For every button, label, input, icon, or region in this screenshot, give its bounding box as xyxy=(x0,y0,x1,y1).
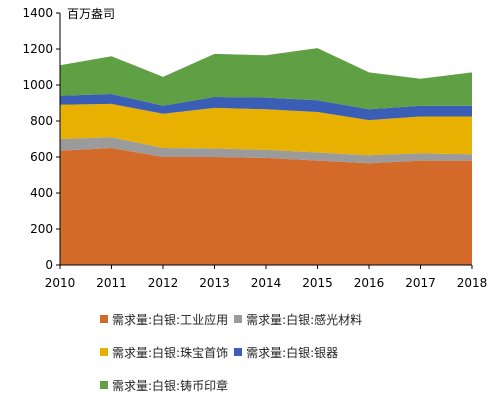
plot-area xyxy=(60,48,472,265)
x-tick-label: 2011 xyxy=(96,276,127,290)
area-series-3 xyxy=(60,94,472,121)
area-series-2 xyxy=(60,103,472,156)
legend-label-coins: 需求量:白银:铸币印章 xyxy=(112,378,229,393)
y-tick-label: 1000 xyxy=(22,78,53,92)
legend-label-photographic: 需求量:白银:感光材料 xyxy=(246,312,363,327)
legend-item-photographic: 需求量:白银:感光材料 xyxy=(234,311,362,328)
y-tick-label: 600 xyxy=(30,150,53,164)
legend-swatch-industrial xyxy=(100,315,108,323)
legend-swatch-silverware xyxy=(234,348,243,356)
x-tick-label: 2010 xyxy=(45,276,76,290)
legend-row: 需求量:白银:工业应用 需求量:白银:感光材料 xyxy=(100,308,490,330)
legend-swatch-photographic xyxy=(234,315,243,323)
legend-item-industrial: 需求量:白银:工业应用 xyxy=(100,311,228,328)
y-tick-label: 1200 xyxy=(22,42,53,56)
x-tick-label: 2018 xyxy=(457,276,488,290)
legend-item-jewelry: 需求量:白银:珠宝首饰 xyxy=(100,344,228,361)
x-tick-label: 2016 xyxy=(354,276,385,290)
legend-label-silverware: 需求量:白银:银器 xyxy=(246,345,339,360)
area-chart-svg: 0 200 400 600 800 1000 1200 1400 2010 2011 2012 201… xyxy=(22,6,487,290)
x-tick-label: 2017 xyxy=(405,276,436,290)
area-series-4 xyxy=(60,48,472,110)
area-series-0 xyxy=(60,148,472,265)
x-tick-label: 2014 xyxy=(251,276,282,290)
y-tick-label: 1400 xyxy=(22,6,53,20)
y-tick-label: 0 xyxy=(45,258,53,272)
y-tick-label: 200 xyxy=(30,222,53,236)
legend: 需求量:白银:工业应用 需求量:白银:感光材料 需求量:白银:珠宝首饰 需求量:… xyxy=(100,308,490,407)
x-tick-label: 2015 xyxy=(302,276,333,290)
legend-label-jewelry: 需求量:白银:珠宝首饰 xyxy=(112,345,229,360)
legend-item-silverware: 需求量:白银:银器 xyxy=(234,344,338,361)
legend-row: 需求量:白银:铸币印章 xyxy=(100,374,490,396)
x-tick-label: 2013 xyxy=(199,276,230,290)
y-tick-label: 800 xyxy=(30,114,53,128)
x-tick-label: 2012 xyxy=(148,276,179,290)
legend-swatch-coins xyxy=(100,381,108,389)
legend-item-coins: 需求量:白银:铸币印章 xyxy=(100,377,228,394)
area-series-1 xyxy=(60,137,472,164)
y-unit-label: 百万盎司 xyxy=(67,7,115,21)
legend-swatch-jewelry xyxy=(100,348,108,356)
legend-row: 需求量:白银:珠宝首饰 需求量:白银:银器 xyxy=(100,341,490,363)
axes: 0 200 400 600 800 1000 1200 1400 2010 2011 2012 201… xyxy=(22,6,487,290)
y-tick-label: 400 xyxy=(30,186,53,200)
legend-label-industrial: 需求量:白银:工业应用 xyxy=(112,312,229,327)
